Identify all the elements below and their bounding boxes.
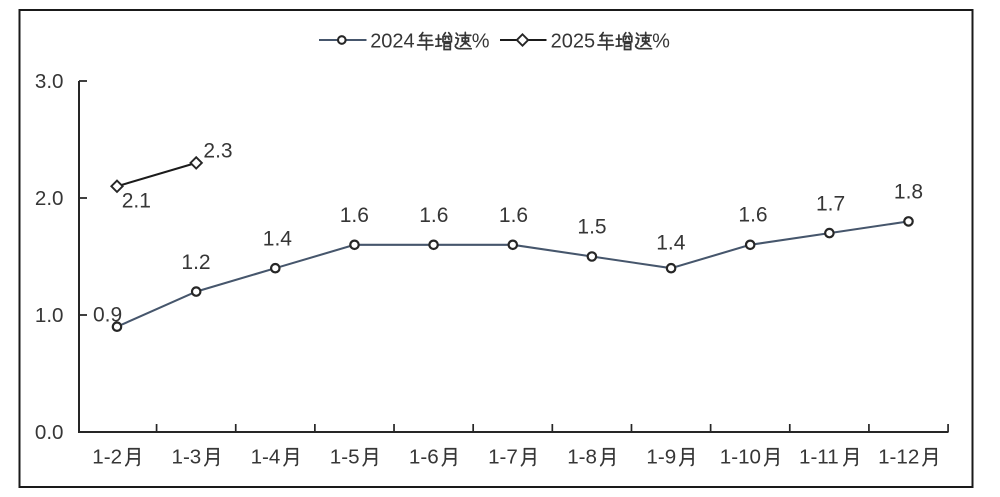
svg-text:1.6: 1.6 xyxy=(340,204,369,227)
svg-text:1-3: 1-3 xyxy=(172,446,202,469)
svg-text:0.0: 0.0 xyxy=(35,421,64,444)
svg-text:2.0: 2.0 xyxy=(35,187,64,210)
svg-text:1.6: 1.6 xyxy=(499,204,528,227)
svg-text:1.4: 1.4 xyxy=(263,228,293,251)
svg-text:1-4: 1-4 xyxy=(251,446,281,469)
svg-text:2.3: 2.3 xyxy=(203,139,232,162)
svg-text:1-6: 1-6 xyxy=(409,446,439,469)
svg-text:1.4: 1.4 xyxy=(656,231,686,254)
svg-text:0.9: 0.9 xyxy=(93,304,122,327)
svg-text:2025: 2025 xyxy=(551,31,596,53)
svg-text:1.2: 1.2 xyxy=(181,251,210,274)
svg-text:1.5: 1.5 xyxy=(577,215,606,238)
svg-text:2024: 2024 xyxy=(370,31,415,53)
svg-text:1-2: 1-2 xyxy=(92,446,122,469)
svg-text:1-9: 1-9 xyxy=(646,446,676,469)
svg-text:1.7: 1.7 xyxy=(816,192,845,215)
svg-text:1-8: 1-8 xyxy=(567,446,597,469)
svg-text:1-7: 1-7 xyxy=(488,446,518,469)
svg-text:1-12: 1-12 xyxy=(878,446,919,469)
svg-text:1.6: 1.6 xyxy=(738,204,767,227)
svg-text:2.1: 2.1 xyxy=(122,189,151,212)
svg-text:1.8: 1.8 xyxy=(894,181,923,204)
svg-text:1-10: 1-10 xyxy=(720,446,761,469)
svg-text:3.0: 3.0 xyxy=(35,70,64,93)
svg-text:%: % xyxy=(472,31,490,53)
svg-text:1.6: 1.6 xyxy=(419,204,448,227)
svg-text:1-11: 1-11 xyxy=(799,446,839,469)
svg-text:%: % xyxy=(652,31,670,53)
svg-text:1.0: 1.0 xyxy=(35,304,64,327)
svg-text:1-5: 1-5 xyxy=(330,446,360,469)
